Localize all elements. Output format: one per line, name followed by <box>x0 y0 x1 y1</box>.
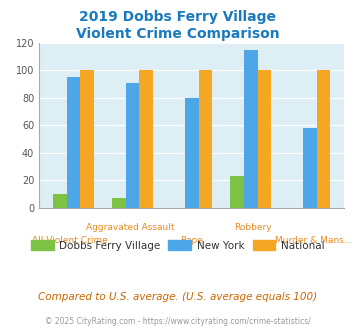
Text: Rape: Rape <box>180 236 203 245</box>
Bar <box>303 128 317 208</box>
Bar <box>112 198 126 208</box>
Bar <box>80 70 94 208</box>
Text: © 2025 CityRating.com - https://www.cityrating.com/crime-statistics/: © 2025 CityRating.com - https://www.city… <box>45 317 310 326</box>
Text: Murder & Mans...: Murder & Mans... <box>275 236 353 245</box>
Bar <box>230 176 244 208</box>
Legend: Dobbs Ferry Village, New York, National: Dobbs Ferry Village, New York, National <box>27 236 328 255</box>
Text: All Violent Crime: All Violent Crime <box>32 236 108 245</box>
Bar <box>258 70 271 208</box>
Bar <box>139 70 153 208</box>
Bar <box>317 70 331 208</box>
Text: 2019 Dobbs Ferry Village
Violent Crime Comparison: 2019 Dobbs Ferry Village Violent Crime C… <box>76 10 279 41</box>
Bar <box>53 194 66 208</box>
Bar <box>244 50 258 208</box>
Text: Compared to U.S. average. (U.S. average equals 100): Compared to U.S. average. (U.S. average … <box>38 292 317 302</box>
Bar <box>126 83 139 208</box>
Text: Robbery: Robbery <box>234 223 272 232</box>
Bar <box>198 70 212 208</box>
Text: Aggravated Assault: Aggravated Assault <box>86 223 175 232</box>
Bar <box>185 98 198 208</box>
Bar <box>66 77 80 208</box>
